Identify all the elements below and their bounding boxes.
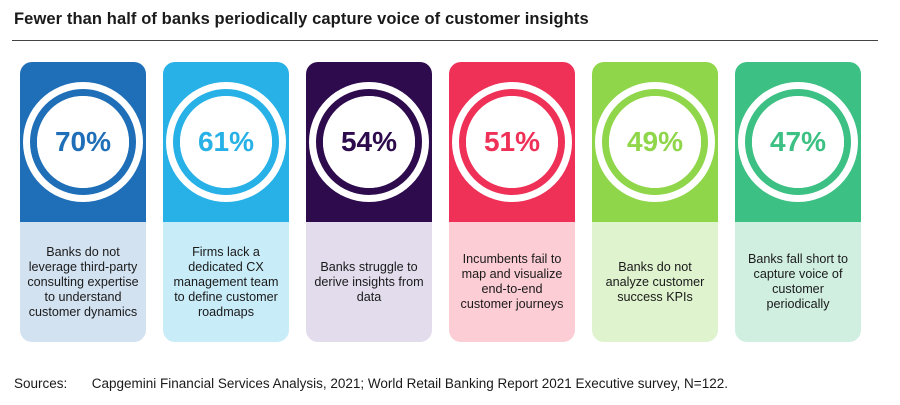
percent-ring: 61% bbox=[166, 82, 286, 202]
percent-ring-center: 70% bbox=[37, 96, 129, 188]
percent-ring-band: 61% bbox=[173, 89, 279, 195]
percent-ring-band: 49% bbox=[602, 89, 708, 195]
percent-ring-center: 47% bbox=[752, 96, 844, 188]
value-label: 61% bbox=[197, 126, 255, 157]
chart-title: Fewer than half of banks periodically ca… bbox=[14, 10, 589, 28]
category-label: Banks do not analyze customer success KP… bbox=[605, 259, 705, 304]
percent-ring: 70% bbox=[23, 82, 143, 202]
percent-ring-center: 54% bbox=[323, 96, 415, 188]
value-label: 54% bbox=[340, 126, 398, 157]
category-label: Banks fall short to capture voice of cus… bbox=[747, 252, 849, 311]
percent-ring-center: 51% bbox=[466, 96, 558, 188]
percent-ring-center: 61% bbox=[180, 96, 272, 188]
card-description-panel: Banks fall short to capture voice of cus… bbox=[735, 222, 861, 342]
percent-ring-band: 70% bbox=[30, 89, 136, 195]
value-label: 70% bbox=[54, 126, 112, 157]
percent-ring-band: 54% bbox=[316, 89, 422, 195]
category-label: Banks do not leverage third-party consul… bbox=[27, 244, 139, 319]
title-divider bbox=[12, 40, 878, 41]
value-label: 49% bbox=[626, 126, 684, 157]
sources-line: Sources: Capgemini Financial Services An… bbox=[14, 376, 728, 391]
percent-ring: 54% bbox=[309, 82, 429, 202]
card-description-panel: Incumbents fail to map and visualize end… bbox=[449, 222, 575, 342]
percent-ring-band: 51% bbox=[459, 89, 565, 195]
category-label: Banks struggle to derive insights from d… bbox=[314, 259, 424, 304]
value-label: 47% bbox=[769, 126, 827, 157]
percent-ring: 51% bbox=[452, 82, 572, 202]
percent-ring-band: 47% bbox=[745, 89, 851, 195]
card-description-panel: Banks struggle to derive insights from d… bbox=[306, 222, 432, 342]
category-label: Firms lack a dedicated CX management tea… bbox=[173, 244, 279, 319]
sources-text: Capgemini Financial Services Analysis, 2… bbox=[91, 376, 728, 391]
percent-ring: 47% bbox=[738, 82, 858, 202]
card-description-panel: Banks do not leverage third-party consul… bbox=[20, 222, 146, 342]
sources-label: Sources: bbox=[14, 376, 68, 391]
percent-ring: 49% bbox=[595, 82, 715, 202]
card-description-panel: Banks do not analyze customer success KP… bbox=[592, 222, 718, 342]
card-description-panel: Firms lack a dedicated CX management tea… bbox=[163, 222, 289, 342]
category-label: Incumbents fail to map and visualize end… bbox=[460, 252, 564, 311]
value-label: 51% bbox=[483, 126, 541, 157]
percent-ring-center: 49% bbox=[609, 96, 701, 188]
